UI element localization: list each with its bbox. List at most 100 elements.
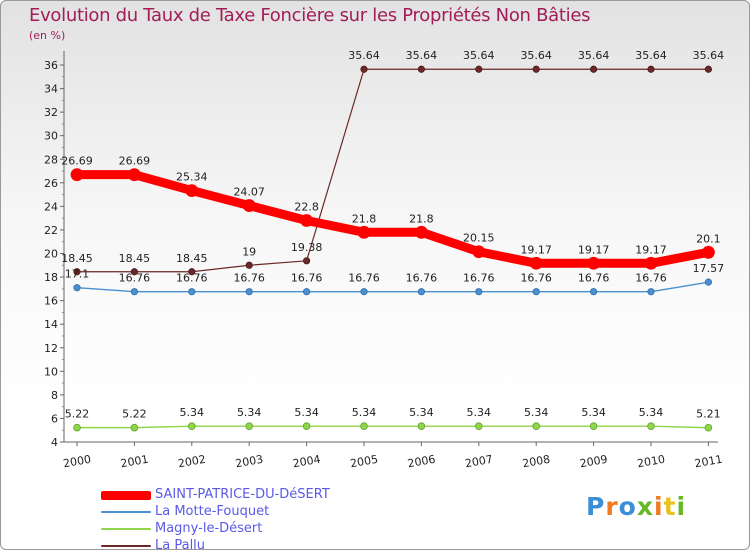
y-tick-label-20: 20 <box>44 248 58 261</box>
series-1-point-2007 <box>475 288 483 296</box>
series-3-point-2003 <box>245 261 253 269</box>
y-tick-label-6: 6 <box>51 412 58 425</box>
y-tick-label-34: 34 <box>44 83 58 96</box>
legend-swatch-2 <box>101 528 151 530</box>
x-tick-label-2006: 2006 <box>407 453 437 471</box>
legend-swatch-3 <box>101 545 151 547</box>
y-tick-label-32: 32 <box>44 106 58 119</box>
series-1-label-2004: 16.76 <box>291 272 323 285</box>
series-3-point-2011 <box>704 65 713 73</box>
series-1-label-2000: 17.1 <box>65 268 90 281</box>
x-tick-label-2005: 2005 <box>349 453 379 471</box>
series-1-label-2003: 16.76 <box>233 272 265 285</box>
logo-letter: i <box>676 492 687 521</box>
series-1-point-2004 <box>302 288 311 296</box>
series-0-point-2007 <box>472 245 486 259</box>
series-3-point-2008 <box>532 65 540 73</box>
series-0-label-2002: 25.34 <box>176 171 208 184</box>
series-2-point-2001 <box>130 423 139 432</box>
series-0-label-2001: 26.69 <box>119 155 151 168</box>
series-3-label-2011: 35.64 <box>693 49 725 62</box>
series-2-label-2003: 5.34 <box>237 406 262 419</box>
series-3-label-2005: 35.64 <box>348 49 380 62</box>
series-1-label-2007: 16.76 <box>463 272 495 285</box>
series-3-label-2000: 18.45 <box>61 252 93 265</box>
series-1-point-2011 <box>704 278 713 286</box>
series-1-point-2009 <box>589 288 598 296</box>
series-2-point-2007 <box>474 422 483 431</box>
series-0-point-2010 <box>644 256 658 270</box>
series-3-point-2010 <box>647 65 655 73</box>
series-3-point-2005 <box>360 65 368 73</box>
series-2-label-2005: 5.34 <box>352 406 377 419</box>
series-0-label-2000: 26.69 <box>61 155 93 168</box>
logo-letter: o <box>618 492 637 521</box>
x-tick-label-2003: 2003 <box>234 453 264 471</box>
series-3-label-2008: 35.64 <box>520 49 552 62</box>
legend-label-3: La Pallu <box>155 538 206 550</box>
series-0-label-2005: 21.8 <box>352 212 377 225</box>
legend-label-1: La Motte-Fouquet <box>155 504 270 519</box>
logo-letter: r <box>605 492 619 521</box>
series-1-point-2006 <box>417 288 425 296</box>
series-0-label-2010: 19.17 <box>635 243 667 256</box>
series-1-label-2001: 16.76 <box>119 272 151 285</box>
series-1-label-2008: 16.76 <box>520 272 552 285</box>
series-3-label-2010: 35.64 <box>635 49 667 62</box>
series-0-point-2008 <box>529 256 543 270</box>
series-1-line <box>76 281 710 293</box>
series-1-point-2001 <box>130 288 138 296</box>
series-3-label-2009: 35.64 <box>578 49 610 62</box>
y-tick-label-16: 16 <box>44 295 58 308</box>
legend-label-0: SAINT-PATRICE-DU-DéSERT <box>155 487 330 502</box>
series-0-label-2004: 22.8 <box>294 201 319 214</box>
series-3-point-2000 <box>73 268 81 276</box>
series-0-label-2008: 19.17 <box>520 243 552 256</box>
series-0-point-2003 <box>242 199 256 212</box>
series-3-label-2007: 35.64 <box>463 49 495 62</box>
y-tick-label-8: 8 <box>51 389 58 402</box>
x-tick-label-2004: 2004 <box>292 453 322 471</box>
series-2-point-2009 <box>589 422 598 431</box>
series-2-point-2005 <box>360 422 368 431</box>
proxiti-logo: Proxiti <box>586 492 686 521</box>
series-0-point-2009 <box>587 256 600 270</box>
series-1-point-2003 <box>245 288 253 296</box>
x-tick-label-2008: 2008 <box>521 453 551 471</box>
chart-title: Evolution du Taux de Taxe Foncière sur l… <box>29 5 591 26</box>
series-2-point-2008 <box>532 422 540 431</box>
y-tick-label-14: 14 <box>44 318 58 331</box>
y-tick-label-12: 12 <box>44 342 58 355</box>
series-3-point-2007 <box>475 65 483 73</box>
series-0-point-2006 <box>414 225 428 239</box>
series-2-point-2000 <box>73 423 81 432</box>
series-2-label-2001: 5.22 <box>122 408 147 421</box>
series-3-point-2001 <box>130 268 138 276</box>
logo-letter: i <box>654 492 664 521</box>
y-tick-label-30: 30 <box>44 130 58 143</box>
series-3-label-2002: 18.45 <box>176 252 208 265</box>
series-2-label-2010: 5.34 <box>639 406 664 419</box>
series-0-point-2011 <box>702 245 715 259</box>
x-tick-label-2000: 2000 <box>62 453 92 471</box>
legend-label-2: Magny-le-Désert <box>155 521 263 536</box>
series-1-label-2009: 16.76 <box>578 272 610 285</box>
series-2-point-2011 <box>704 423 713 432</box>
y-tick-label-10: 10 <box>44 365 58 378</box>
series-2-point-2006 <box>417 422 426 431</box>
series-1-point-2000 <box>73 284 81 292</box>
series-0-point-2002 <box>185 184 199 197</box>
series-0-point-2001 <box>127 168 141 182</box>
x-tick-label-2009: 2009 <box>579 453 609 471</box>
series-2-point-2002 <box>188 422 196 431</box>
series-3-point-2002 <box>188 268 196 276</box>
series-1-label-2002: 16.76 <box>176 272 208 285</box>
y-tick-label-24: 24 <box>44 200 58 213</box>
series-0-line <box>72 170 713 268</box>
y-axis-unit-label: (en %) <box>29 29 66 42</box>
x-tick-label-2002: 2002 <box>177 453 207 471</box>
logo-letter: t <box>663 492 677 521</box>
series-2-label-2000: 5.22 <box>65 408 90 421</box>
series-2-label-2009: 5.34 <box>581 406 606 419</box>
